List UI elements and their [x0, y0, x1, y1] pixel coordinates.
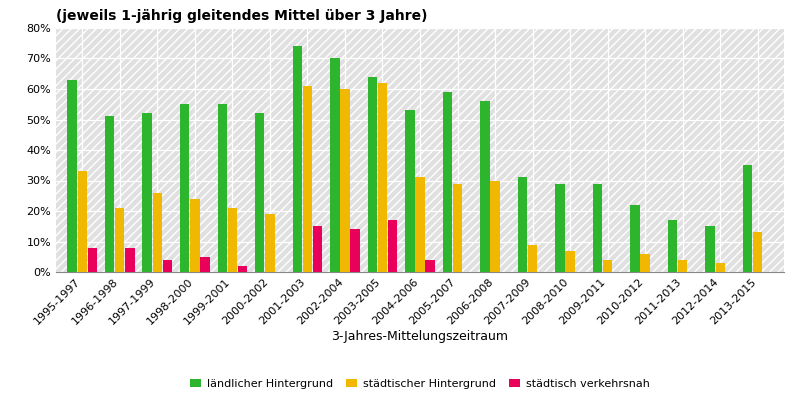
Bar	[330, 58, 339, 272]
Bar	[566, 251, 574, 272]
Bar	[228, 208, 237, 272]
Bar	[180, 104, 190, 272]
Bar	[378, 83, 387, 272]
Bar	[238, 266, 247, 272]
Bar	[706, 226, 714, 272]
Bar	[153, 193, 162, 272]
Bar	[753, 232, 762, 272]
Bar	[190, 199, 199, 272]
Bar	[218, 104, 227, 272]
Bar	[415, 178, 425, 272]
Bar	[555, 184, 565, 272]
Bar	[490, 180, 500, 272]
Bar	[67, 80, 77, 272]
Bar	[200, 257, 210, 272]
Bar	[453, 184, 462, 272]
Bar	[266, 214, 274, 272]
Bar	[115, 208, 125, 272]
Bar	[678, 260, 687, 272]
X-axis label: 3-Jahres-Mittelungszeitraum: 3-Jahres-Mittelungszeitraum	[331, 330, 509, 343]
Bar	[293, 46, 302, 272]
Bar	[426, 260, 435, 272]
Text: (jeweils 1-jährig gleitendes Mittel über 3 Jahre): (jeweils 1-jährig gleitendes Mittel über…	[56, 9, 427, 23]
Bar	[126, 248, 134, 272]
Bar	[528, 244, 538, 272]
Bar	[480, 101, 490, 272]
Bar	[88, 248, 97, 272]
Bar	[313, 226, 322, 272]
Bar	[630, 205, 640, 272]
Bar	[255, 114, 265, 272]
Bar	[641, 254, 650, 272]
Bar	[350, 229, 360, 272]
Bar	[388, 220, 398, 272]
Bar	[302, 86, 312, 272]
Bar	[668, 220, 678, 272]
Bar	[142, 114, 152, 272]
Bar	[442, 92, 452, 272]
Bar	[405, 110, 414, 272]
Bar	[593, 184, 602, 272]
Bar	[105, 116, 114, 272]
Bar	[340, 89, 350, 272]
Bar	[518, 178, 527, 272]
Bar	[78, 171, 87, 272]
Bar	[743, 165, 752, 272]
Bar	[603, 260, 612, 272]
Bar	[368, 77, 377, 272]
Bar	[162, 260, 172, 272]
Legend: ländlicher Hintergrund, städtischer Hintergrund, städtisch verkehrsnah: ländlicher Hintergrund, städtischer Hint…	[186, 374, 654, 393]
Bar	[715, 263, 725, 272]
